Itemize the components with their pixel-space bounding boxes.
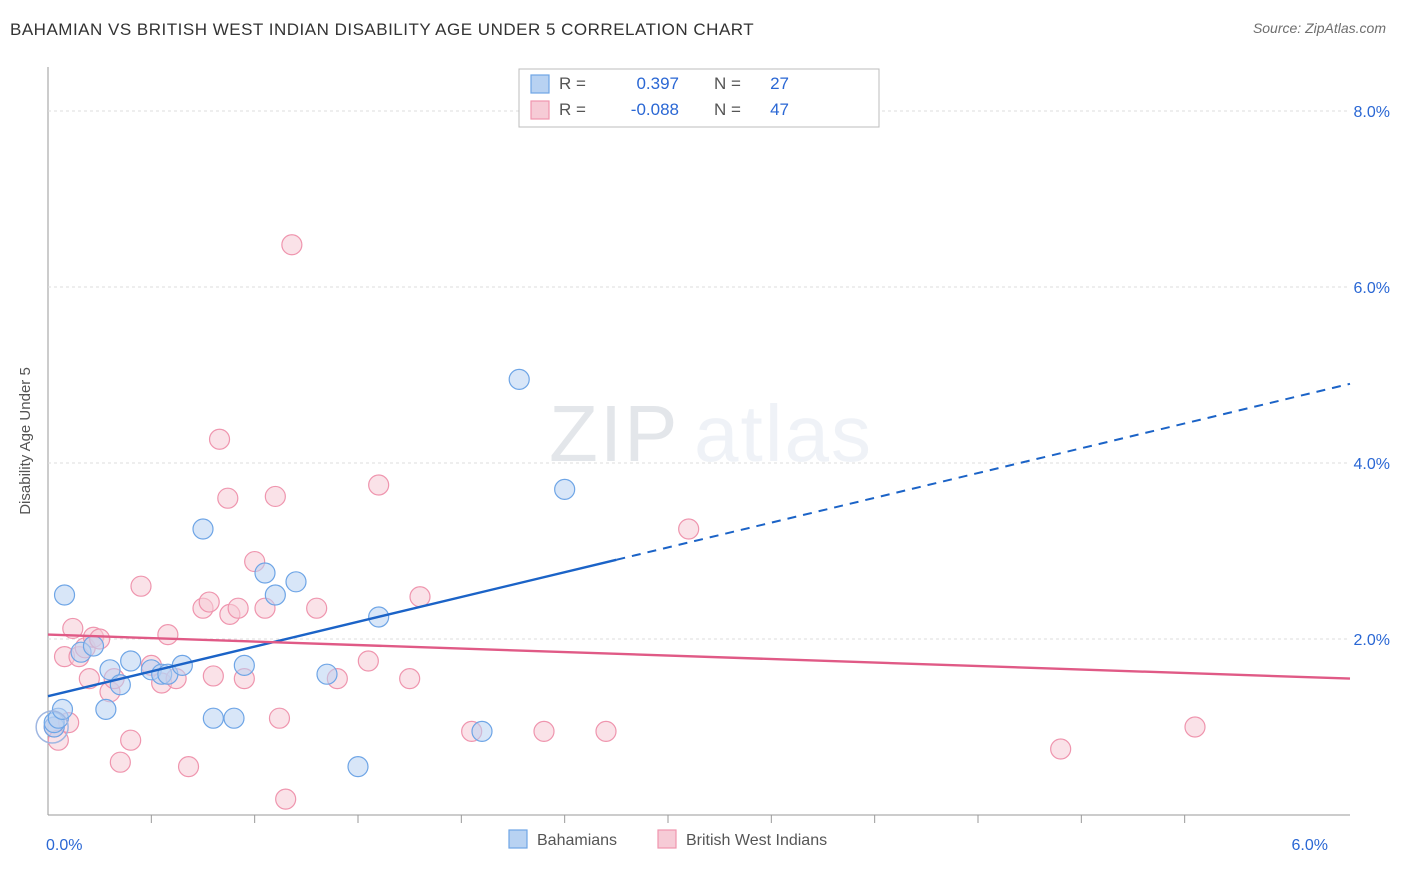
stats-n-label: N = [714,74,741,93]
scatter-point [265,585,285,605]
y-tick-label: 8.0% [1354,104,1390,121]
scatter-point [203,666,223,686]
scatter-point [210,429,230,449]
legend-swatch [531,101,549,119]
stats-n-label: N = [714,100,741,119]
legend-label: Bahamians [537,832,617,849]
scatter-point [317,664,337,684]
watermark-text: ZIP [549,389,679,478]
scatter-point [199,592,219,612]
scatter-point [269,708,289,728]
x-tick-label: 6.0% [1292,837,1328,854]
scatter-point [410,587,430,607]
scatter-point [110,752,130,772]
scatter-point [596,721,616,741]
scatter-point [348,757,368,777]
stats-n-value: 27 [770,74,789,93]
scatter-point [193,519,213,539]
chart-container: 2.0% 4.0% 6.0% 8.0% 0.0% 6.0% Disability Age U… [10,55,1396,882]
scatter-point [1185,717,1205,737]
scatter-point [55,585,75,605]
scatter-point [224,708,244,728]
scatter-point [509,369,529,389]
stats-r-value: -0.088 [631,100,679,119]
scatter-point [472,721,492,741]
scatter-point [83,636,103,656]
source-attribution: Source: ZipAtlas.com [1253,20,1386,36]
scatter-point [158,625,178,645]
stats-r-label: R = [559,74,586,93]
scatter-point [52,699,72,719]
legend-swatch [509,830,527,848]
scatter-point [1051,739,1071,759]
scatter-point [203,708,223,728]
y-tick-label: 2.0% [1354,632,1390,649]
legend-label: British West Indians [686,832,827,849]
scatter-point [282,235,302,255]
stats-r-value: 0.397 [636,74,679,93]
scatter-point [307,598,327,618]
legend-swatch [531,75,549,93]
chart-title: BAHAMIAN VS BRITISH WEST INDIAN DISABILI… [10,20,754,39]
scatter-point [234,655,254,675]
x-tick-label: 0.0% [46,837,82,854]
stats-r-label: R = [559,100,586,119]
source-prefix: Source: [1253,20,1305,36]
watermark-text: atlas [694,389,873,478]
scatter-point [218,488,238,508]
legend-swatch [658,830,676,848]
scatter-point [286,572,306,592]
scatter-point [555,479,575,499]
scatter-point [179,757,199,777]
scatter-point [121,651,141,671]
scatter-point [369,475,389,495]
scatter-point [96,699,116,719]
scatter-point [358,651,378,671]
y-axis-label: Disability Age Under 5 [17,367,34,515]
source-name: ZipAtlas.com [1305,20,1386,36]
stats-n-value: 47 [770,100,789,119]
scatter-point [255,563,275,583]
scatter-point [276,789,296,809]
scatter-point [228,598,248,618]
scatter-point [534,721,554,741]
scatter-point [400,669,420,689]
scatter-point [121,730,141,750]
scatter-point [131,576,151,596]
scatter-point [265,486,285,506]
y-tick-label: 4.0% [1354,456,1390,473]
correlation-chart: 2.0% 4.0% 6.0% 8.0% 0.0% 6.0% Disability Age U… [10,55,1396,882]
y-tick-label: 6.0% [1354,280,1390,297]
scatter-point [679,519,699,539]
